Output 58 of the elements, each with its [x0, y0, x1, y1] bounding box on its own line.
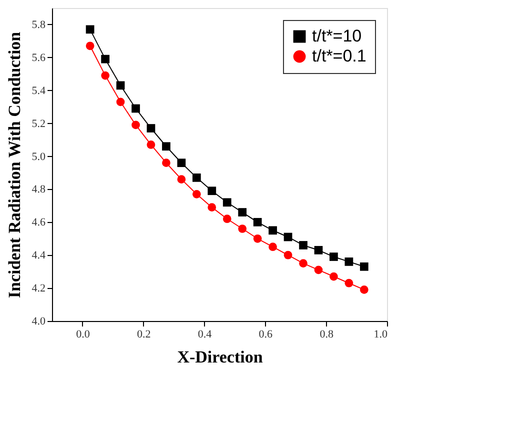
y-tick-label: 4.8	[32, 184, 46, 196]
point	[222, 214, 232, 224]
point	[314, 266, 323, 274]
point	[299, 259, 308, 268]
point	[344, 258, 354, 266]
x-tick-label: 0.0	[76, 328, 90, 340]
point	[101, 71, 110, 80]
point	[208, 186, 216, 196]
point	[299, 241, 308, 250]
point	[253, 234, 262, 243]
point	[360, 262, 368, 271]
x-tick-label: 0.8	[320, 328, 334, 340]
point	[330, 252, 338, 261]
point	[330, 272, 338, 281]
y-tick-label: 4.0	[32, 316, 46, 328]
y-tick-label: 4.6	[32, 216, 46, 229]
legend-label: t/t*=0.1	[312, 46, 366, 66]
point	[116, 98, 125, 106]
point	[116, 81, 125, 90]
y-tick-label: 5.0	[32, 150, 46, 163]
point	[192, 190, 201, 198]
point	[314, 246, 323, 254]
point	[238, 208, 247, 216]
point	[177, 158, 186, 168]
y-tick-label: 5.4	[32, 84, 46, 97]
point	[132, 120, 140, 130]
y-tick-label: 5.8	[32, 18, 46, 31]
point	[238, 224, 247, 233]
y-tick-label: 5.2	[32, 118, 46, 130]
point	[132, 104, 140, 113]
point	[344, 278, 354, 288]
point	[192, 173, 201, 182]
x-tick-label: 0.4	[198, 328, 212, 340]
x-tick-label: 0.6	[258, 328, 274, 340]
point	[253, 218, 262, 226]
y-tick-label: 5.6	[32, 52, 46, 64]
point	[101, 54, 110, 64]
point	[284, 250, 292, 260]
point	[162, 142, 170, 151]
x-tick-label: 1.0	[374, 328, 388, 340]
legend-label: t/t*=10	[312, 26, 362, 46]
x-tick-label: 0.2	[136, 328, 151, 340]
point	[360, 286, 368, 294]
point	[268, 226, 277, 235]
point	[86, 25, 94, 34]
x-axis-title: X-Direction	[177, 348, 264, 366]
y-tick-label: 4.4	[32, 250, 46, 262]
point	[177, 175, 186, 184]
point	[86, 42, 94, 50]
y-axis-title: Incident Radiation With Conduction	[4, 31, 24, 298]
y-tick-label: 4.2	[32, 282, 46, 295]
point	[162, 158, 170, 168]
point	[284, 232, 292, 242]
point	[146, 140, 156, 149]
point	[268, 242, 277, 252]
point	[222, 198, 232, 207]
point	[146, 124, 156, 132]
point	[208, 203, 216, 212]
